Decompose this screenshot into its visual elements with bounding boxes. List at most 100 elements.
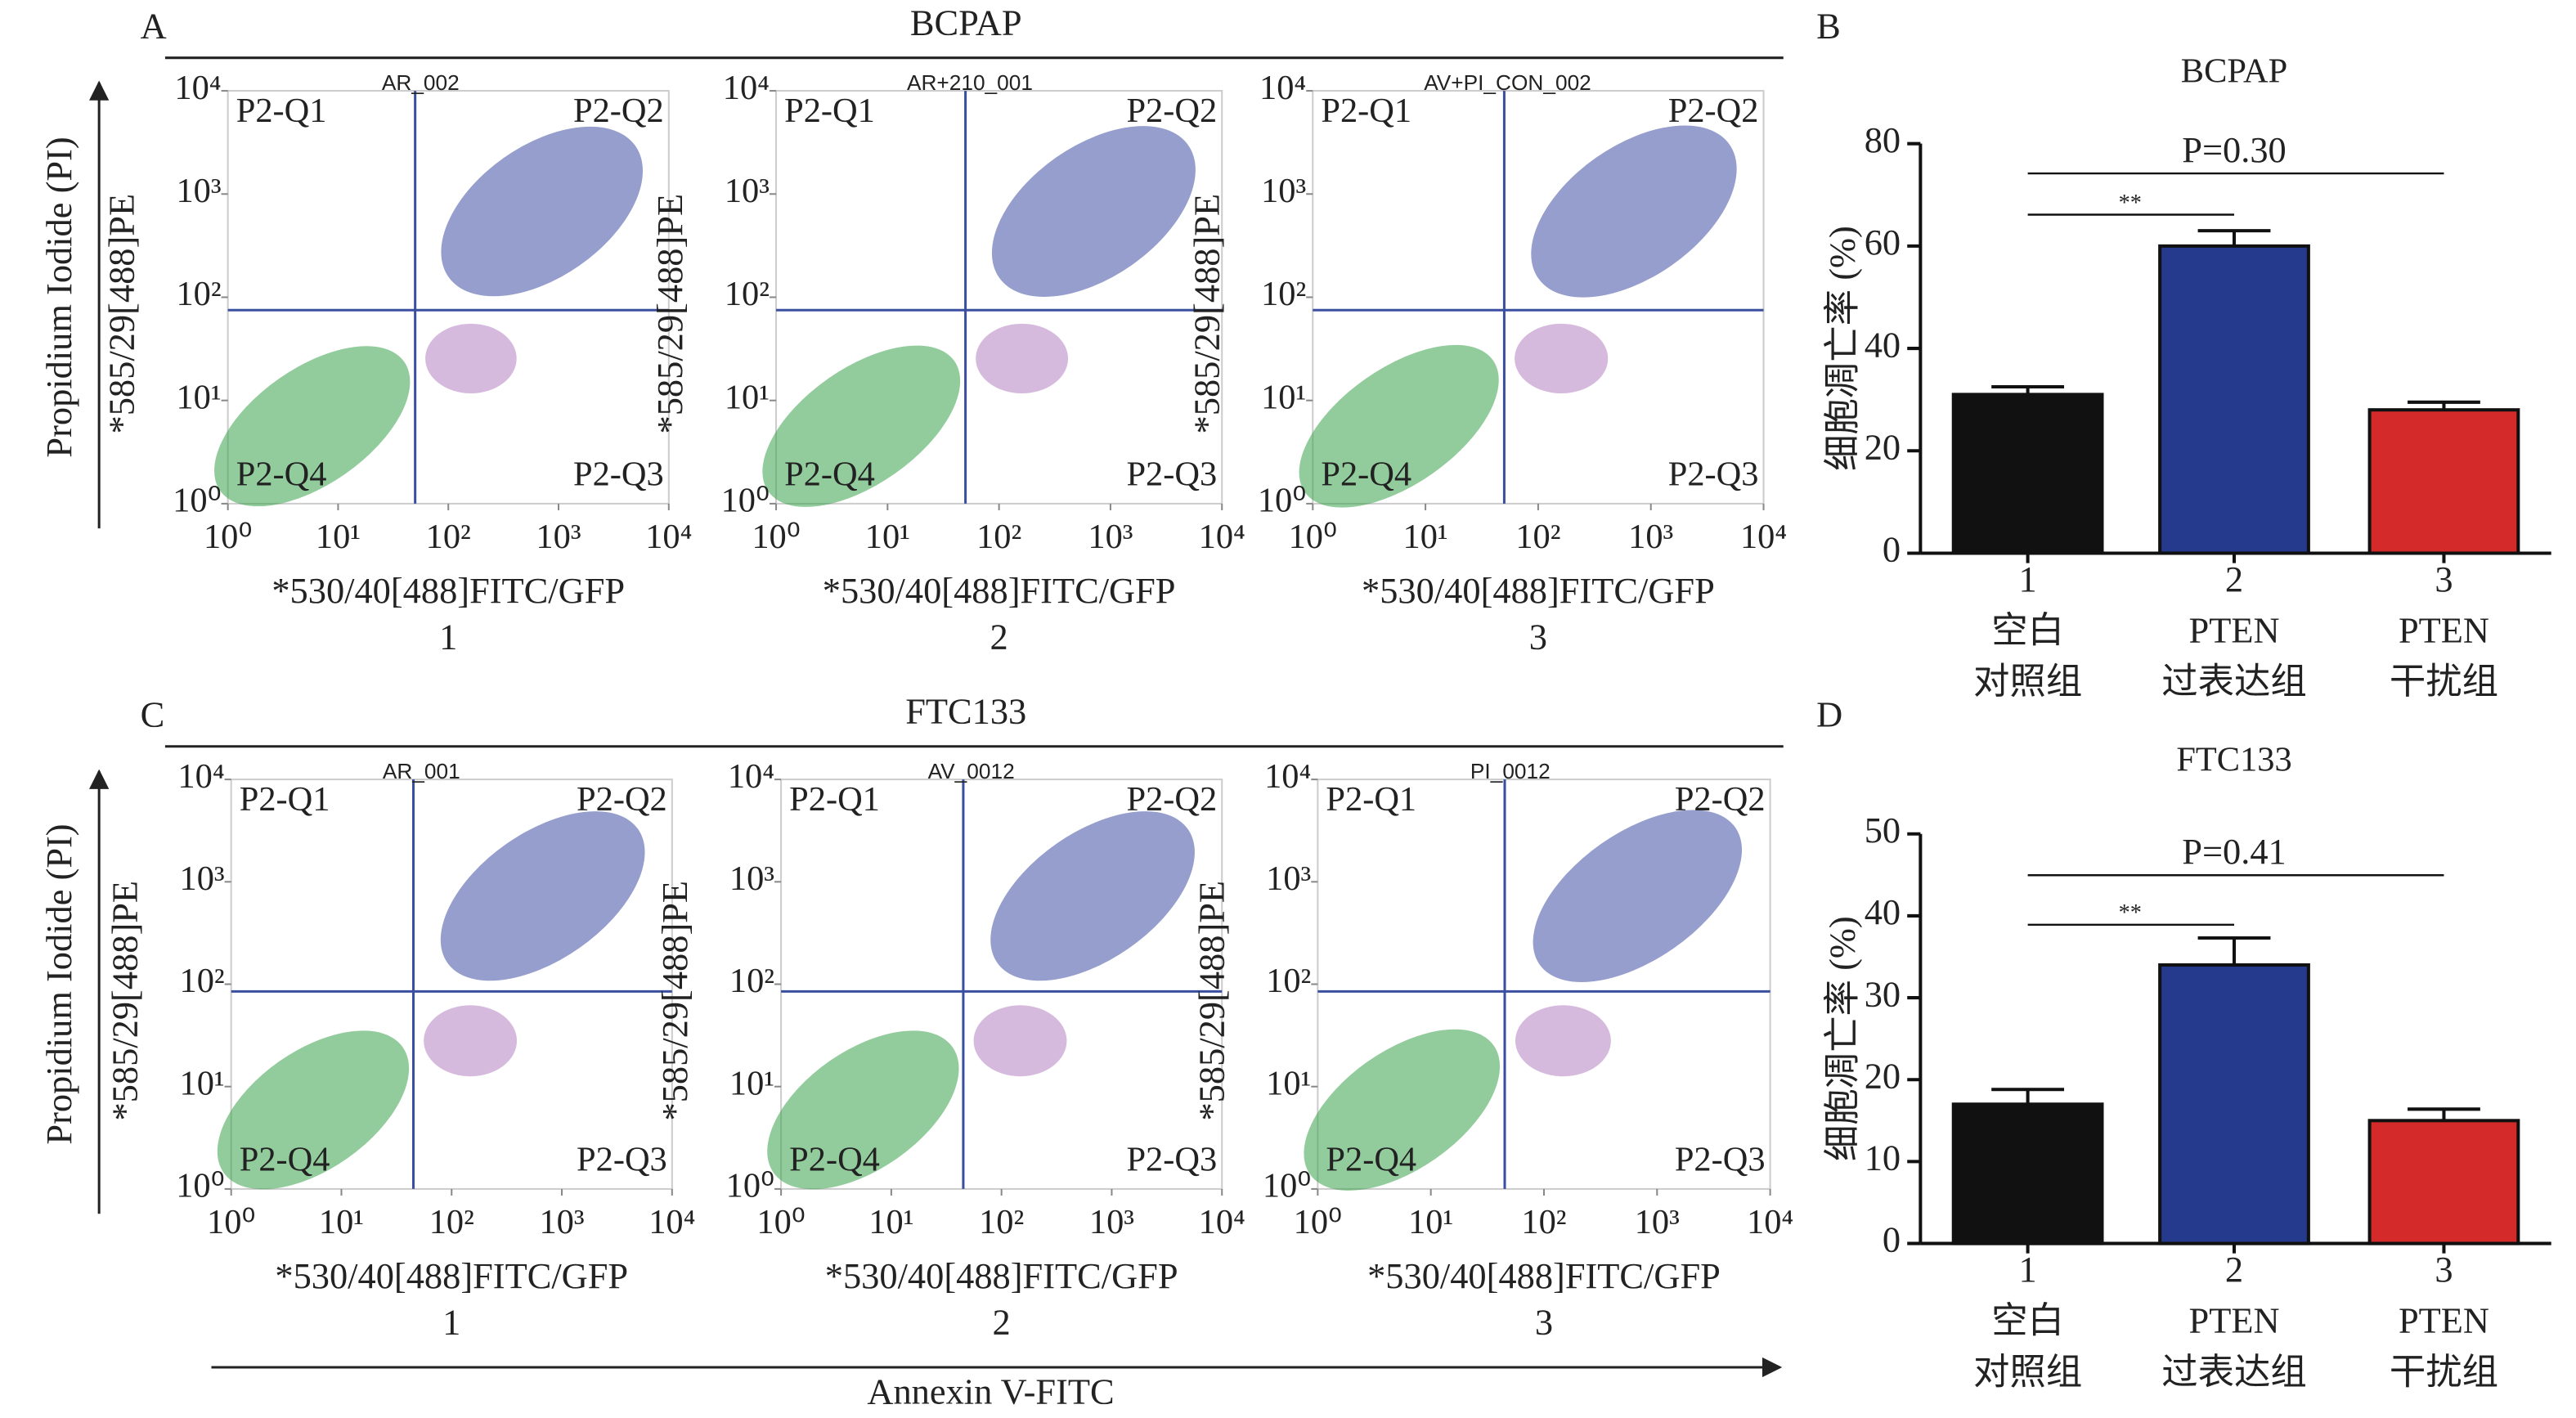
quadrant-label: P2-Q1	[1321, 92, 1411, 130]
population-cloud	[425, 323, 517, 394]
x-tick-label: 10¹	[1408, 1203, 1453, 1241]
x-tick-label: 3	[2435, 559, 2453, 599]
plot-number: 1	[442, 1302, 460, 1343]
y-tick-label: 10⁴	[723, 69, 770, 107]
x-tick-label: 10³	[1088, 518, 1133, 556]
x-tick-label: 10⁰	[756, 1203, 805, 1241]
y-axis-label: *585/29[488]PE	[1186, 194, 1227, 434]
y-tick-label: 10³	[1266, 859, 1311, 898]
plot-name: AV_0012	[928, 759, 1015, 783]
population-cloud	[217, 1030, 410, 1190]
group-y-label: Propidium Iodide (PI)	[38, 137, 79, 457]
y-tick-label: 10²	[180, 962, 225, 1000]
bar	[1951, 1102, 2104, 1245]
y-tick-label: 10⁴	[1264, 757, 1311, 796]
quadrant-label: P2-Q3	[1675, 1140, 1766, 1178]
quadrant-label: P2-Q4	[240, 1140, 330, 1178]
chart-title: FTC133	[2176, 741, 2291, 779]
population-cloud	[424, 1005, 518, 1077]
quadrant-label: P2-Q1	[789, 780, 880, 819]
y-tick-label: 10²	[176, 275, 221, 313]
population-cloud	[214, 346, 411, 507]
population-cloud	[990, 811, 1195, 981]
y-tick-label: 20	[1865, 426, 1901, 467]
plot-number: 2	[990, 617, 1008, 657]
panel-letter: C	[141, 694, 165, 735]
bar	[2367, 408, 2520, 555]
bar	[2158, 244, 2310, 555]
population-cloud	[1515, 323, 1609, 394]
x-tick-label: 10⁰	[752, 518, 800, 556]
y-axis-label: *585/29[488]PE	[654, 881, 695, 1121]
x-axis-label: *530/40[488]FITC/GFP	[272, 570, 625, 611]
y-tick-label: 40	[1865, 891, 1901, 932]
bar	[2367, 1119, 2520, 1245]
population-cloud	[1304, 1029, 1501, 1191]
population-cloud	[767, 1030, 959, 1190]
panel-letter: A	[141, 6, 167, 47]
quadrant-label: P2-Q4	[789, 1140, 880, 1178]
x-tick-label: 3	[2435, 1249, 2453, 1290]
quadrant-label: P2-Q3	[1668, 455, 1759, 493]
x-tick-label: 1	[2019, 1249, 2037, 1290]
y-axis-label: 细胞凋亡率 (%)	[1822, 916, 1863, 1161]
x-tick-label: 10³	[1089, 1203, 1134, 1241]
x-tick-label: 10⁴	[1747, 1203, 1793, 1241]
y-tick-label: 60	[1865, 222, 1901, 263]
x-tick-label: 空白	[1991, 1300, 2064, 1341]
population-cloud	[441, 126, 644, 297]
y-axis-label: *585/29[488]PE	[105, 881, 146, 1121]
y-axis-label: *585/29[488]PE	[649, 194, 690, 434]
population-cloud	[1531, 125, 1737, 298]
y-tick-label: 10³	[729, 859, 774, 898]
x-tick-label: 10⁰	[207, 1203, 255, 1241]
population-cloud	[973, 1005, 1067, 1077]
p-value: P=0.41	[2182, 831, 2286, 872]
plot-number: 1	[439, 617, 457, 657]
p-value: P=0.30	[2182, 129, 2286, 170]
y-tick-label: 10²	[1266, 962, 1311, 1000]
x-tick-label: 10¹	[865, 518, 910, 556]
y-tick-label: 10²	[729, 962, 774, 1000]
quadrant-label: P2-Q4	[784, 455, 875, 493]
y-tick-label: 10³	[725, 172, 770, 210]
population-cloud	[1533, 810, 1743, 982]
y-tick-label: 10⁰	[1263, 1167, 1311, 1205]
y-tick-label: 10¹	[1261, 378, 1306, 416]
population-cloud	[991, 126, 1196, 297]
group-y-label: Propidium Iodide (PI)	[38, 823, 79, 1144]
bar	[2158, 963, 2310, 1245]
y-axis-label: *585/29[488]PE	[101, 194, 142, 434]
x-tick-label: PTEN	[2399, 1300, 2489, 1341]
quadrant-label: P2-Q1	[1326, 780, 1416, 819]
x-tick-label: 空白	[1991, 610, 2064, 651]
y-tick-label: 10⁴	[177, 757, 224, 796]
x-axis-label: *530/40[488]FITC/GFP	[1367, 1255, 1721, 1296]
x-tick-label: 10¹	[1403, 518, 1448, 556]
plot-name: AV+PI_CON_002	[1424, 70, 1591, 95]
y-tick-label: 80	[1865, 119, 1901, 160]
x-tick-label: 干扰组	[2390, 1351, 2498, 1392]
x-tick-label: 2	[2225, 1249, 2243, 1290]
x-tick-label: 10⁴	[1199, 1203, 1245, 1241]
y-tick-label: 10¹	[725, 378, 770, 416]
x-tick-label: 10²	[1515, 518, 1560, 556]
x-tick-label: PTEN	[2189, 1300, 2280, 1341]
plot-name: AR_002	[382, 70, 460, 95]
y-tick-label: 30	[1865, 973, 1901, 1014]
population-cloud	[976, 323, 1069, 394]
plot-number: 3	[1535, 1302, 1553, 1343]
x-tick-label: 10²	[429, 1203, 474, 1241]
y-tick-label: 10¹	[176, 378, 221, 416]
x-axis-label: *530/40[488]FITC/GFP	[823, 570, 1176, 611]
population-cloud	[440, 811, 645, 981]
x-tick-label: 10³	[539, 1203, 584, 1241]
y-tick-label: 10	[1865, 1138, 1901, 1178]
y-tick-label: 10³	[180, 859, 225, 898]
x-tick-label: 对照组	[1973, 661, 2082, 702]
y-tick-label: 10⁴	[1259, 69, 1306, 107]
y-tick-label: 10³	[176, 172, 221, 210]
y-tick-label: 10²	[1261, 275, 1306, 313]
significance-mark: **	[2119, 191, 2142, 216]
